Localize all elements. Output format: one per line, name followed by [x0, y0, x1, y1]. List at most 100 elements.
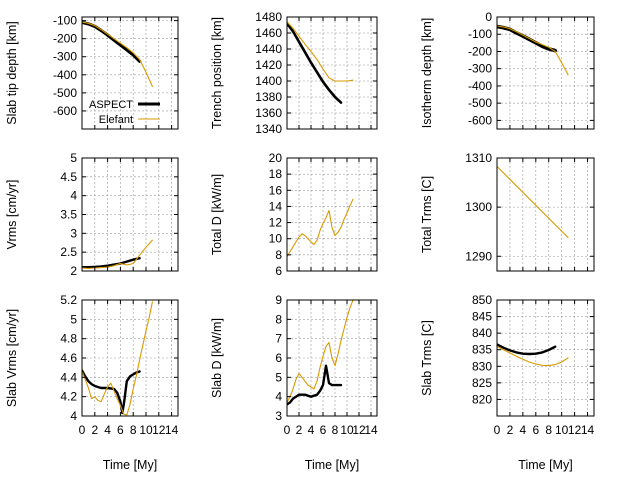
x-tick-label: 12 — [152, 423, 166, 437]
y-tick-label: 10 — [269, 232, 283, 246]
series-line-elefant — [82, 239, 153, 269]
y-tick-label: 1440 — [255, 42, 282, 56]
series-line-elefant — [497, 25, 569, 76]
plot-frame — [496, 157, 595, 272]
x-tick-label: 0 — [494, 423, 501, 437]
legend-label-elefant: Elefant — [99, 114, 133, 126]
y-tick-label: 2 — [70, 264, 77, 278]
y-tick-label: 6 — [275, 351, 282, 365]
x-tick-label: 0 — [79, 423, 86, 437]
y-tick-label: 4 — [275, 390, 282, 404]
x-tick-label: 2 — [91, 423, 98, 437]
y-tick-label: 6 — [275, 264, 282, 278]
x-tick-label: 10 — [555, 423, 569, 437]
x-tick-label: 2 — [296, 423, 303, 437]
y-tick-label: 4.8 — [60, 332, 77, 346]
y-axis-label: Slab Vrms [cm/yr] — [5, 309, 19, 407]
panel-slab-trms-c: 0 2 4 6 8 10 12 14 820 825 830 835 840 845 850 Slab Trm… — [420, 293, 595, 472]
y-tick-label: 840 — [472, 326, 492, 340]
x-tick-label: 4 — [520, 423, 527, 437]
series-line-elefant — [497, 345, 569, 367]
x-tick-label: 6 — [117, 423, 124, 437]
y-tick-label: 3 — [70, 226, 77, 240]
series-line-aspect — [287, 22, 343, 104]
y-tick-label: -100 — [53, 14, 77, 28]
x-tick-label: 8 — [545, 423, 552, 437]
y-tick-label: 16 — [269, 183, 283, 197]
x-axis-label: Time [My] — [103, 458, 157, 472]
y-tick-label: 820 — [472, 392, 492, 406]
legend-label-aspect: ASPECT — [89, 99, 133, 111]
series-line-aspect — [82, 369, 141, 415]
series-line-elefant — [82, 21, 153, 88]
x-axis-label: Time [My] — [518, 458, 572, 472]
y-tick-label: 3.5 — [60, 208, 77, 222]
x-tick-label: 12 — [352, 423, 366, 437]
y-tick-label: 1460 — [255, 26, 282, 40]
y-tick-label: 1400 — [255, 74, 282, 88]
y-axis-label: Slab D [kW/m] — [210, 318, 224, 398]
x-axis-label: Time [My] — [305, 458, 359, 472]
x-tick-label: 14 — [165, 423, 179, 437]
plot-frame — [496, 16, 595, 130]
x-tick-label: 4 — [308, 423, 315, 437]
x-tick-label: 6 — [320, 423, 327, 437]
y-tick-label: 7 — [275, 332, 282, 346]
y-tick-label: 4.6 — [60, 351, 77, 365]
y-axis-label: Total D [kW/m] — [210, 174, 224, 255]
legend: ASPECT Elefant — [89, 99, 160, 126]
y-axis-label: Slab Trms [C] — [420, 320, 434, 396]
x-tick-label: 14 — [364, 423, 378, 437]
y-tick-label: -200 — [53, 32, 77, 46]
series-line-elefant — [497, 165, 569, 239]
y-tick-label: 1480 — [255, 10, 282, 24]
y-tick-label: 845 — [472, 310, 492, 324]
panel-trench-position-km: 1340 1360 1380 1400 1420 1440 1460 1480 Trench p… — [210, 10, 378, 136]
y-tick-label: -200 — [468, 44, 492, 58]
y-tick-label: 5 — [70, 312, 77, 326]
y-tick-label: 0 — [485, 10, 492, 24]
y-tick-label: 1310 — [465, 151, 492, 165]
series-line-elefant — [287, 21, 354, 82]
y-tick-label: 14 — [269, 199, 283, 213]
series-line-aspect — [497, 24, 558, 53]
y-tick-label: 2.5 — [60, 245, 77, 259]
plot-frame — [81, 16, 179, 130]
series-line-elefant — [82, 301, 153, 416]
x-tick-label: 12 — [568, 423, 582, 437]
y-tick-label: -300 — [53, 50, 77, 64]
y-tick-label: 12 — [269, 216, 283, 230]
y-tick-label: 1420 — [255, 58, 282, 72]
y-axis-label: Isotherm depth [km] — [420, 18, 434, 128]
y-tick-label: 9 — [275, 293, 282, 307]
x-tick-label: 8 — [332, 423, 339, 437]
y-tick-label: 5.2 — [60, 293, 77, 307]
panel-total-d-kw-m: 6 8 10 12 14 16 18 20 Total D [kW/m] — [210, 151, 378, 278]
x-tick-label: 10 — [139, 423, 153, 437]
plot-frame — [496, 299, 595, 417]
y-tick-label: 835 — [472, 343, 492, 357]
series-line-aspect — [82, 257, 141, 269]
panel-slab-tip-depth-km: -100 -200 -300 -400 -500 -600 Slab tip depth [… — [5, 14, 179, 130]
x-tick-label: 4 — [104, 423, 111, 437]
y-axis-label: Trench position [km] — [210, 17, 224, 129]
y-tick-label: 20 — [269, 151, 283, 165]
plot-frame — [286, 157, 378, 272]
series-line-aspect — [82, 20, 142, 63]
x-tick-label: 14 — [581, 423, 595, 437]
series-line-aspect — [287, 364, 343, 406]
y-tick-label: 3 — [275, 409, 282, 423]
y-tick-label: -300 — [468, 62, 492, 76]
y-axis-label: Total Trms [C] — [420, 176, 434, 253]
panel-total-trms-c: 1290 1300 1310 Total Trms [C] — [420, 151, 595, 272]
y-tick-label: 5 — [70, 151, 77, 165]
y-tick-label: 8 — [275, 248, 282, 262]
y-axis-label: Vrms [cm/yr] — [5, 180, 19, 250]
panel-isotherm-depth-km: 0 -100 -200 -300 -400 -500 -600 Isotherm depth … — [420, 10, 595, 130]
y-tick-label: 1380 — [255, 90, 282, 104]
y-tick-label: 5 — [275, 370, 282, 384]
x-tick-label: 10 — [340, 423, 354, 437]
x-tick-label: 2 — [507, 423, 514, 437]
y-tick-label: 1300 — [465, 200, 492, 214]
